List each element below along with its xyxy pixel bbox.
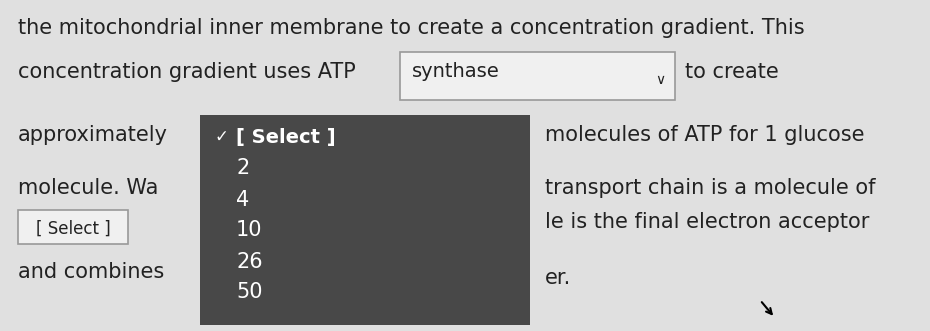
FancyBboxPatch shape bbox=[400, 52, 675, 100]
Text: approximately: approximately bbox=[18, 125, 168, 145]
Text: to create: to create bbox=[685, 62, 778, 82]
Text: transport chain is a molecule of: transport chain is a molecule of bbox=[545, 178, 875, 198]
Text: the mitochondrial inner membrane to create a concentration gradient. This: the mitochondrial inner membrane to crea… bbox=[18, 18, 804, 38]
Text: ✓: ✓ bbox=[214, 128, 228, 146]
Text: and combines: and combines bbox=[18, 262, 165, 282]
Text: 4: 4 bbox=[236, 190, 249, 210]
Text: le is the final electron acceptor: le is the final electron acceptor bbox=[545, 212, 870, 232]
Text: 50: 50 bbox=[236, 282, 262, 302]
FancyBboxPatch shape bbox=[200, 115, 530, 325]
Text: molecules of ATP for 1 glucose: molecules of ATP for 1 glucose bbox=[545, 125, 865, 145]
Text: 26: 26 bbox=[236, 252, 262, 272]
FancyBboxPatch shape bbox=[18, 210, 128, 244]
Text: synthase: synthase bbox=[412, 62, 499, 81]
Text: 10: 10 bbox=[236, 220, 262, 240]
Text: ∨: ∨ bbox=[655, 73, 665, 87]
Text: concentration gradient uses ATP: concentration gradient uses ATP bbox=[18, 62, 356, 82]
Text: er.: er. bbox=[545, 268, 571, 288]
Text: molecule. Wa: molecule. Wa bbox=[18, 178, 158, 198]
Text: 2: 2 bbox=[236, 158, 249, 178]
Text: [ Select ]: [ Select ] bbox=[236, 128, 336, 147]
Text: [ Select ]: [ Select ] bbox=[35, 220, 111, 238]
